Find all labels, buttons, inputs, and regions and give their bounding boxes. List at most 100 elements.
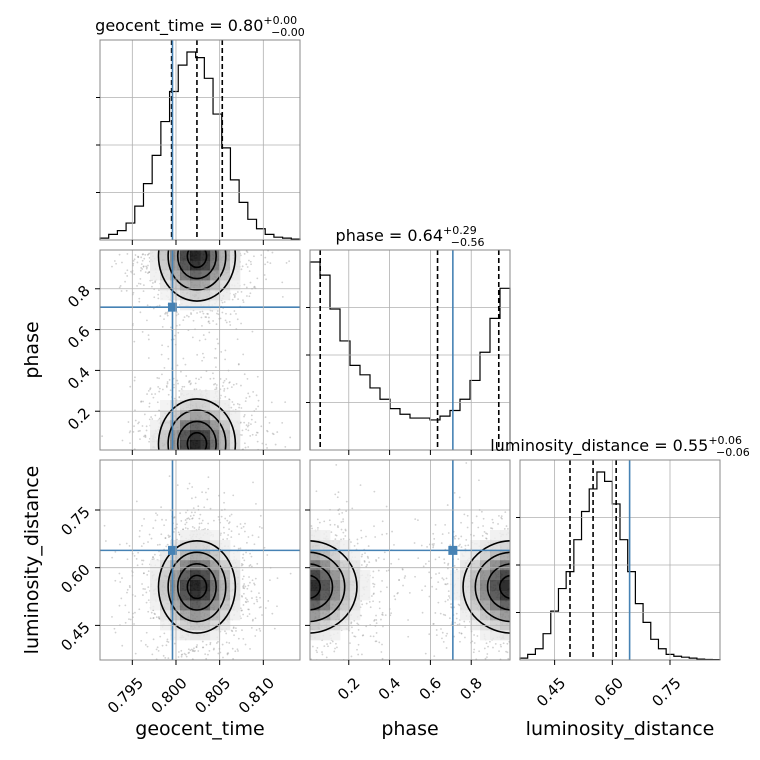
- sample-point: [270, 583, 272, 585]
- density-cell: [220, 420, 231, 431]
- sample-point: [201, 519, 204, 522]
- sample-point: [253, 602, 256, 605]
- sample-point: [162, 478, 164, 480]
- sample-point: [221, 504, 223, 506]
- density-cell: [180, 570, 191, 581]
- sample-point: [191, 478, 193, 480]
- sample-point: [239, 607, 242, 610]
- sample-point: [142, 572, 145, 575]
- density-cell: [220, 570, 231, 581]
- sample-point: [256, 185, 258, 187]
- sample-point: [234, 514, 236, 516]
- sample-point: [232, 293, 235, 296]
- sample-point: [199, 462, 201, 464]
- sample-point: [264, 263, 267, 266]
- sample-point: [255, 565, 257, 567]
- sample-point: [236, 648, 239, 651]
- sample-point: [173, 516, 176, 518]
- sample-point: [175, 457, 177, 459]
- sample-point: [205, 657, 208, 660]
- sample-point: [284, 401, 287, 404]
- sample-point: [242, 602, 244, 604]
- sample-point: [195, 388, 198, 391]
- sample-point: [193, 470, 195, 472]
- sample-point: [301, 602, 303, 604]
- sample-point: [190, 461, 192, 463]
- sample-point: [179, 480, 181, 482]
- sample-point: [237, 547, 240, 550]
- sample-point: [209, 246, 211, 248]
- density-cell: [170, 280, 181, 291]
- sample-point: [308, 580, 310, 582]
- sample-point: [285, 486, 287, 488]
- sample-point: [266, 489, 268, 491]
- sample-point: [246, 295, 248, 297]
- sample-point: [255, 596, 258, 599]
- sample-point: [351, 507, 354, 510]
- density-cell: [200, 540, 211, 551]
- sample-point: [256, 562, 259, 565]
- sample-point: [127, 466, 129, 468]
- sample-point: [227, 652, 230, 654]
- sample-point: [210, 474, 212, 476]
- sample-point: [369, 606, 372, 609]
- sample-point: [243, 413, 246, 416]
- sample-point: [194, 496, 197, 499]
- sample-point: [247, 640, 249, 642]
- sample-point: [221, 464, 223, 466]
- hist-bin-geocent_time-7: [161, 122, 170, 240]
- sample-point: [181, 472, 183, 474]
- sample-point: [242, 353, 245, 356]
- sample-point: [337, 526, 339, 529]
- sample-point: [151, 282, 154, 284]
- density-cell: [220, 540, 231, 551]
- sample-point: [227, 474, 229, 476]
- sample-point: [370, 696, 372, 698]
- sample-point: [147, 522, 149, 524]
- sample-point: [115, 262, 117, 265]
- sample-point: [271, 612, 274, 615]
- sample-point: [269, 262, 272, 265]
- sample-point: [255, 598, 258, 601]
- sample-point: [190, 511, 193, 514]
- sample-point: [176, 454, 178, 456]
- sample-point: [185, 468, 187, 470]
- sample-point: [237, 486, 239, 488]
- sample-point: [220, 515, 223, 518]
- sample-point: [213, 647, 215, 650]
- hist-bin-phase-8: [390, 409, 400, 450]
- sample-point: [253, 255, 255, 258]
- sample-point: [295, 637, 297, 639]
- sample-point: [209, 507, 212, 510]
- sample-point: [261, 442, 264, 445]
- sample-point: [270, 524, 272, 526]
- sample-point: [173, 244, 175, 246]
- sample-point: [217, 705, 219, 707]
- sample-point: [223, 390, 225, 392]
- sample-point: [152, 558, 155, 560]
- sample-point: [140, 401, 142, 403]
- sample-point: [217, 652, 220, 655]
- sample-point: [197, 514, 199, 516]
- sample-point: [134, 652, 137, 655]
- sample-point: [160, 538, 162, 540]
- sample-point: [125, 542, 128, 545]
- sample-point: [255, 591, 257, 593]
- sample-point: [297, 552, 299, 554]
- sample-point: [222, 538, 225, 541]
- sample-point: [162, 247, 164, 249]
- density-cell: [210, 540, 221, 551]
- sample-point: [187, 473, 189, 475]
- hist-bin-phase-9: [400, 414, 410, 450]
- sample-point: [234, 481, 236, 483]
- sample-point: [377, 569, 380, 572]
- sample-point: [139, 429, 141, 432]
- sample-point: [164, 312, 167, 315]
- density-cell: [190, 550, 201, 561]
- sample-point: [373, 585, 375, 588]
- hist-bin-geocent_time-17: [248, 219, 257, 240]
- sample-point: [207, 476, 210, 479]
- sample-point: [181, 385, 184, 388]
- sample-point: [183, 495, 185, 497]
- sample-point: [143, 413, 146, 416]
